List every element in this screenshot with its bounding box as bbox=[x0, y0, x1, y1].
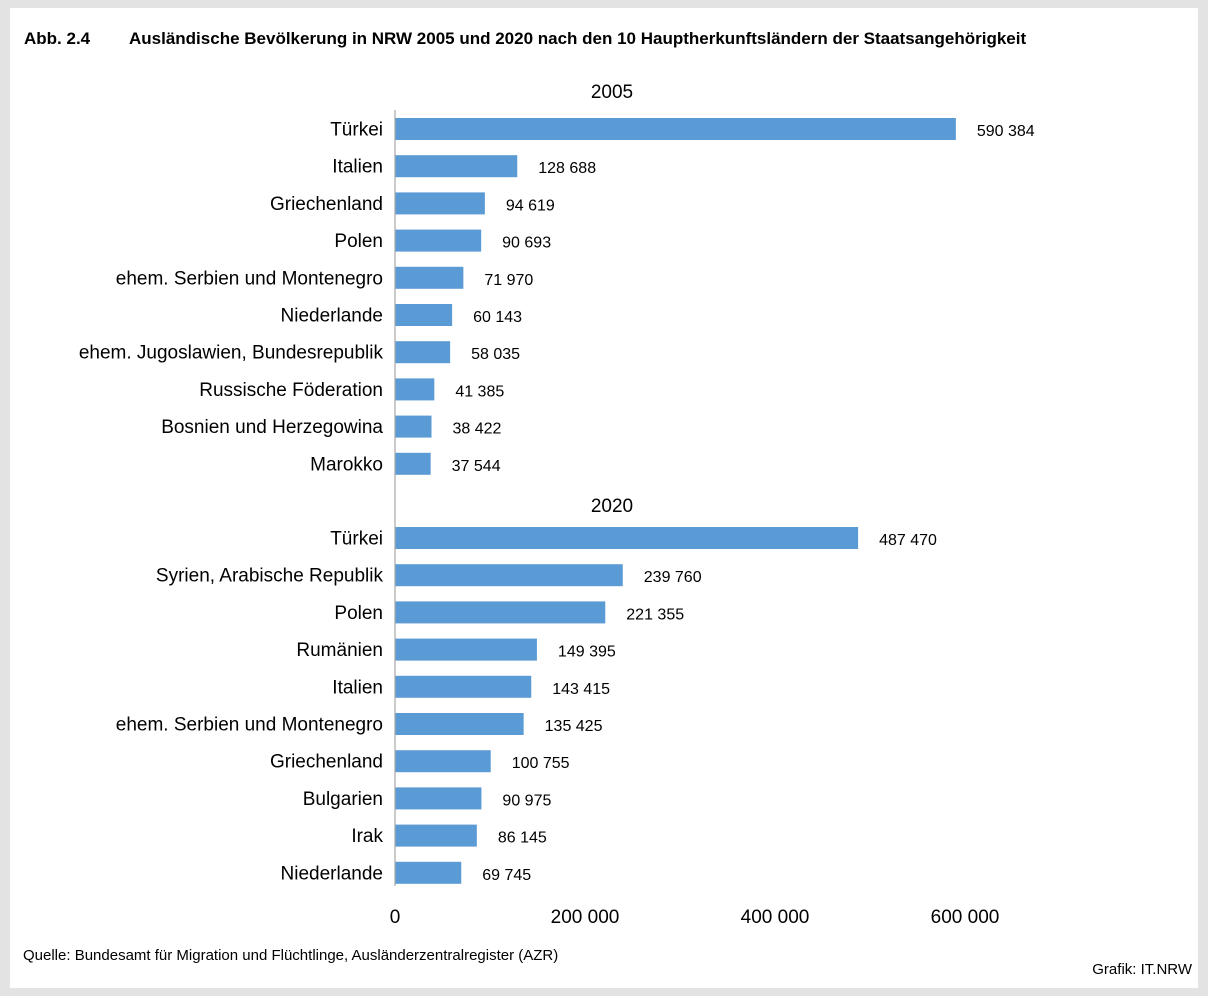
x-tick-label-1: 0 bbox=[390, 907, 401, 928]
category-label-2020-10: Niederlande bbox=[281, 863, 383, 884]
figure-title: Ausländische Bevölkerung in NRW 2005 und… bbox=[129, 29, 1027, 48]
chart-panel bbox=[10, 8, 1198, 988]
value-label-2020-9: 86 145 bbox=[498, 830, 547, 847]
value-label-2005-1: 590 384 bbox=[977, 123, 1035, 140]
graphic-credit: Grafik: IT.NRW bbox=[1092, 961, 1192, 978]
x-tick-label-4: 600 000 bbox=[931, 907, 1000, 928]
category-label-2020-9: Irak bbox=[351, 826, 383, 847]
category-label-2005-6: Niederlande bbox=[281, 306, 383, 327]
category-label-2020-2: Syrien, Arabische Republik bbox=[156, 566, 384, 587]
bar-2020-5 bbox=[395, 675, 532, 698]
category-label-2005-10: Marokko bbox=[310, 454, 383, 475]
category-label-2020-5: Italien bbox=[332, 677, 383, 698]
category-label-2020-8: Bulgarien bbox=[303, 789, 383, 810]
category-label-2005-7: ehem. Jugoslawien, Bundesrepublik bbox=[79, 343, 384, 364]
value-label-2005-8: 41 385 bbox=[455, 383, 504, 400]
value-label-2020-5: 143 415 bbox=[552, 681, 610, 698]
category-label-2020-7: Griechenland bbox=[270, 752, 383, 773]
category-label-2005-4: Polen bbox=[334, 231, 383, 252]
bar-2005-5 bbox=[395, 266, 464, 289]
bar-2020-9 bbox=[395, 824, 477, 847]
value-label-2005-9: 38 422 bbox=[453, 421, 502, 438]
bar-2020-2 bbox=[395, 564, 623, 587]
bar-2005-10 bbox=[395, 452, 431, 475]
x-tick-label-3: 400 000 bbox=[741, 907, 810, 928]
value-label-2020-8: 90 975 bbox=[502, 792, 551, 809]
bar-2020-8 bbox=[395, 787, 482, 810]
value-label-2020-4: 149 395 bbox=[558, 644, 616, 661]
bar-2020-6 bbox=[395, 713, 524, 735]
figure-number: Abb. 2.4 bbox=[24, 29, 91, 48]
category-label-2020-3: Polen bbox=[334, 603, 383, 624]
value-label-2020-6: 135 425 bbox=[545, 718, 603, 735]
value-label-2020-7: 100 755 bbox=[512, 755, 570, 772]
bar-2005-1 bbox=[395, 118, 956, 140]
category-label-2005-5: ehem. Serbien und Montenegro bbox=[116, 268, 383, 289]
bar-2020-1 bbox=[395, 527, 859, 549]
value-label-2005-4: 90 693 bbox=[502, 235, 551, 252]
bar-2020-10 bbox=[395, 861, 462, 884]
category-label-2005-3: Griechenland bbox=[270, 194, 383, 215]
bar-2020-3 bbox=[395, 601, 606, 624]
value-label-2020-10: 69 745 bbox=[482, 867, 531, 884]
x-tick-label-2: 200 000 bbox=[551, 907, 620, 928]
bar-2005-3 bbox=[395, 192, 485, 215]
category-label-2005-1: Türkei bbox=[330, 120, 383, 141]
value-label-2005-6: 60 143 bbox=[473, 309, 522, 326]
group-header-2020: 2020 bbox=[591, 496, 633, 517]
value-label-2005-3: 94 619 bbox=[506, 197, 555, 214]
bar-2005-7 bbox=[395, 341, 451, 364]
category-label-2005-9: Bosnien und Herzegowina bbox=[161, 417, 383, 438]
group-header-2005: 2005 bbox=[591, 82, 633, 103]
category-label-2020-1: Türkei bbox=[330, 529, 383, 550]
bar-2020-4 bbox=[395, 638, 537, 661]
value-label-2005-2: 128 688 bbox=[538, 160, 596, 177]
bar-2005-9 bbox=[395, 415, 432, 438]
category-label-2020-6: ehem. Serbien und Montenegro bbox=[116, 715, 383, 736]
value-label-2005-7: 58 035 bbox=[471, 346, 520, 363]
category-label-2005-2: Italien bbox=[332, 157, 383, 178]
value-label-2005-5: 71 970 bbox=[484, 272, 533, 289]
value-label-2020-2: 239 760 bbox=[644, 569, 702, 586]
value-label-2020-1: 487 470 bbox=[879, 532, 937, 549]
bar-2005-8 bbox=[395, 378, 435, 401]
bar-2005-4 bbox=[395, 229, 482, 252]
value-label-2020-3: 221 355 bbox=[626, 606, 684, 623]
category-label-2005-8: Russische Föderation bbox=[199, 380, 383, 401]
bar-2005-6 bbox=[395, 304, 453, 326]
bar-2005-2 bbox=[395, 155, 518, 178]
category-label-2020-4: Rumänien bbox=[296, 640, 383, 661]
value-label-2005-10: 37 544 bbox=[452, 458, 501, 475]
bar-2020-7 bbox=[395, 750, 491, 773]
source-note: Quelle: Bundesamt für Migration und Flüc… bbox=[23, 947, 559, 964]
